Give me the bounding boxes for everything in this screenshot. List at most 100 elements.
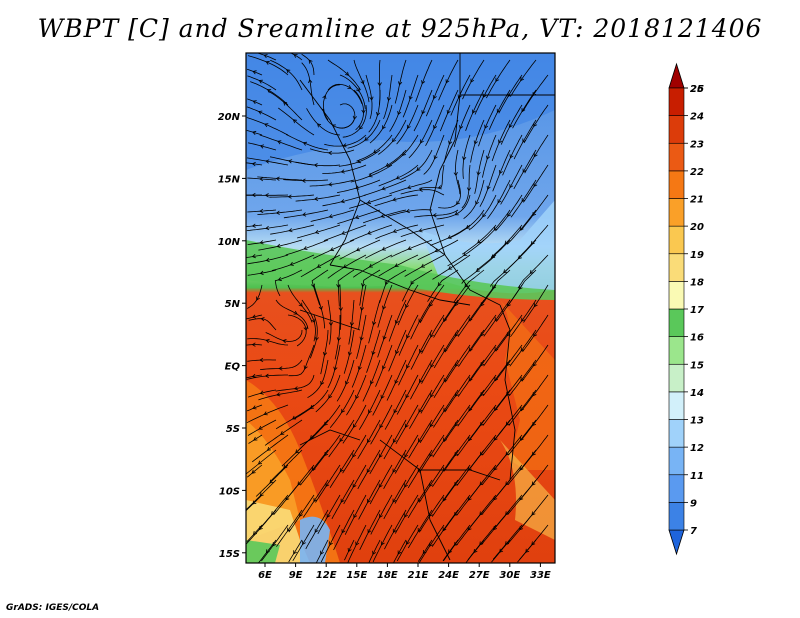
streamline <box>372 524 393 563</box>
streamline <box>479 164 497 207</box>
streamline <box>523 284 549 323</box>
streamline <box>337 269 355 307</box>
streamline <box>387 209 433 217</box>
streamline <box>469 344 497 382</box>
streamline-arrow <box>533 153 538 158</box>
streamline-arrow <box>429 423 434 428</box>
streamline-arrow <box>475 268 480 272</box>
streamline-arrow <box>380 213 385 218</box>
streamline <box>339 284 342 330</box>
streamline-arrow <box>355 394 360 400</box>
streamline-arrow <box>385 162 390 167</box>
streamline <box>247 177 277 181</box>
streamline <box>431 509 459 547</box>
streamline-arrow <box>466 187 472 192</box>
streamline <box>333 509 355 551</box>
streamline <box>520 404 549 441</box>
streamline-arrow <box>445 79 450 84</box>
streamline <box>402 74 419 118</box>
streamline-arrow <box>264 373 269 378</box>
colorbar-label: 22 <box>690 167 704 178</box>
lat-tick-label: 20N <box>218 112 241 123</box>
streamline-arrow <box>434 248 439 253</box>
streamline-arrow <box>408 95 413 101</box>
colorbar-segment <box>668 198 685 227</box>
streamline <box>419 524 445 563</box>
streamline-arrow <box>521 317 525 322</box>
streamline-arrow <box>366 468 371 473</box>
streamline <box>389 89 407 132</box>
streamline <box>400 149 433 181</box>
streamline <box>350 224 393 242</box>
streamline <box>349 194 393 209</box>
streamline <box>517 224 549 259</box>
streamline <box>521 344 549 382</box>
streamline <box>458 329 485 367</box>
streamline <box>311 269 329 306</box>
streamline-arrow <box>520 347 525 352</box>
streamline-arrow <box>317 123 322 128</box>
streamline-arrow <box>503 269 508 274</box>
streamline-arrow <box>397 550 402 555</box>
streamline-arrow <box>265 60 270 65</box>
streamline-arrow <box>417 497 422 503</box>
streamline-arrow <box>398 81 403 86</box>
streamline-arrow <box>443 347 448 353</box>
streamlines <box>246 53 549 563</box>
streamline-arrow <box>341 408 345 414</box>
streamline <box>433 329 459 369</box>
streamline <box>482 419 511 456</box>
colorbar-label: 17 <box>690 305 704 316</box>
streamline-arrow <box>392 468 397 473</box>
streamline-arrow <box>314 528 319 533</box>
lat-tick-label: 5S <box>226 424 240 435</box>
streamline-arrow <box>367 438 371 443</box>
streamline-arrow <box>407 246 412 251</box>
streamline-arrow <box>259 208 264 214</box>
streamline <box>461 164 471 209</box>
streamline <box>506 509 537 545</box>
streamline <box>258 539 277 563</box>
streamline-arrow <box>382 335 387 340</box>
streamline-arrow <box>355 87 360 92</box>
streamline-arrow <box>340 199 345 204</box>
streamline <box>492 149 511 192</box>
streamline-arrow <box>437 282 442 287</box>
streamline <box>500 104 523 145</box>
streamline-arrow <box>473 140 478 145</box>
streamline <box>513 149 537 190</box>
streamline <box>339 74 366 110</box>
streamline-arrow <box>269 479 274 484</box>
streamline <box>398 314 419 356</box>
streamline <box>246 254 263 258</box>
streamline <box>419 434 445 473</box>
streamline-arrow <box>448 140 453 145</box>
streamline <box>260 359 303 370</box>
streamline <box>275 299 309 330</box>
streamline <box>246 509 277 544</box>
colorbar-segment <box>668 474 685 503</box>
streamline-arrow <box>293 386 299 391</box>
streamline-arrow <box>405 303 409 309</box>
streamline-arrow <box>313 497 318 503</box>
streamline-arrow <box>336 284 341 289</box>
streamline-arrow <box>533 182 538 188</box>
streamline <box>365 239 407 259</box>
streamline <box>483 329 511 367</box>
streamline-arrow <box>257 460 263 465</box>
streamline-arrow <box>406 124 411 129</box>
colorbar-segment <box>668 419 685 448</box>
streamline-arrow <box>442 527 447 532</box>
colorbar-segment <box>668 253 685 282</box>
streamline <box>481 509 511 545</box>
colorbar-segment <box>668 87 685 116</box>
latitude-axis: 20N 15N 10N 5N EQ 5S 10S 15S <box>218 112 246 560</box>
streamline-arrow <box>367 230 372 235</box>
streamline-arrow <box>265 549 270 554</box>
streamline-arrow <box>345 71 350 76</box>
streamline <box>267 90 303 121</box>
streamline-arrow <box>499 548 504 553</box>
streamline <box>502 134 523 176</box>
streamline-arrow <box>447 234 452 239</box>
streamline-arrow <box>379 513 383 519</box>
